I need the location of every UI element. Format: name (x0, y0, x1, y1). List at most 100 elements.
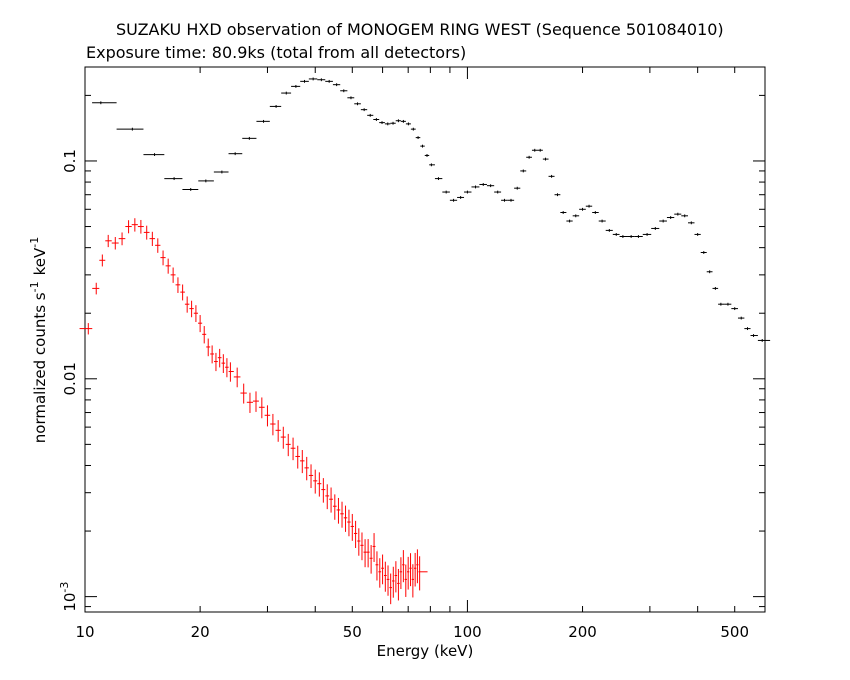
data-point (442, 190, 450, 194)
data-point (228, 152, 243, 156)
data-point (317, 472, 322, 497)
data-point (175, 277, 181, 293)
data-point (214, 352, 218, 372)
data-point (264, 405, 271, 427)
data-point (317, 78, 326, 82)
data-point (340, 501, 344, 528)
data-point (357, 528, 361, 556)
data-point (531, 148, 538, 152)
data-point (464, 190, 472, 194)
data-point (225, 358, 229, 378)
data-point (471, 185, 480, 189)
data-point (184, 296, 190, 313)
axis-ticks (84, 67, 766, 612)
data-point (434, 177, 443, 181)
plot-frame (84, 66, 766, 613)
data-point (170, 267, 176, 283)
data-point (429, 163, 435, 167)
data-point (281, 91, 292, 95)
data-point (598, 219, 606, 223)
data-point (706, 270, 713, 274)
data-point (285, 433, 291, 457)
data-point (399, 557, 403, 590)
data-point (378, 558, 382, 588)
y-tick-label-exp: -3 (58, 582, 71, 593)
x-tick-label: 100 (453, 623, 482, 641)
data-point (418, 556, 428, 591)
data-point (308, 464, 314, 489)
data-point (363, 539, 367, 568)
data-point (612, 233, 620, 236)
y-tick-label-base: 10 (61, 593, 79, 612)
data-point (554, 193, 561, 197)
data-point (592, 211, 599, 214)
data-point (180, 284, 185, 301)
data-point (125, 220, 132, 234)
data-point (332, 83, 341, 87)
data-point (270, 413, 276, 436)
data-point (688, 221, 695, 225)
data-point (379, 121, 385, 125)
data-point (750, 334, 758, 337)
data-point (367, 113, 374, 117)
x-tick-label: 10 (75, 623, 94, 641)
data-point (329, 487, 333, 513)
data-point (99, 254, 106, 267)
data-point (400, 119, 406, 123)
data-point (642, 233, 652, 236)
data-point (206, 338, 211, 357)
data-point (280, 426, 286, 449)
data-point (560, 211, 567, 214)
data-point (164, 177, 183, 181)
data-point (494, 190, 502, 194)
x-tick-label: 20 (191, 623, 210, 641)
data-point (659, 219, 667, 223)
data-point (360, 532, 364, 561)
data-point (321, 478, 326, 503)
data-point (182, 188, 199, 191)
data-point (731, 307, 738, 311)
data-point (674, 212, 682, 216)
data-point (579, 207, 586, 211)
data-point (605, 228, 613, 232)
data-point (354, 102, 361, 106)
x-axis-label: Energy (keV) (377, 642, 474, 660)
data-point (198, 315, 203, 333)
y-axis-label: normalized counts s-1keV-1 (28, 237, 49, 443)
y-tick-label: 0.1 (61, 149, 79, 173)
data-point (424, 154, 430, 157)
data-point (295, 445, 301, 469)
data-point (325, 79, 333, 83)
data-point (213, 170, 229, 174)
data-point (347, 509, 351, 537)
data-point (221, 354, 226, 373)
data-point (347, 96, 355, 100)
data-point (336, 497, 341, 524)
data-point (507, 198, 515, 202)
data-point (381, 554, 384, 585)
x-tick-label: 500 (720, 623, 749, 641)
data-point (402, 550, 405, 583)
data-point (233, 367, 241, 388)
data-point (131, 218, 138, 232)
y-tick-label: 0.01 (61, 362, 79, 395)
data-point (240, 383, 247, 404)
data-point (409, 553, 412, 587)
data-point (718, 302, 725, 306)
data-point (92, 282, 100, 295)
data-point (548, 174, 555, 178)
data-point (390, 121, 396, 125)
data-point (369, 545, 373, 574)
series-pin (79, 218, 428, 605)
data-point (155, 238, 161, 253)
x-tick-label: 200 (568, 623, 597, 641)
data-point (118, 232, 126, 246)
data-point (486, 184, 495, 188)
y-axis-label-text: normalized counts s (31, 292, 49, 443)
data-point (304, 456, 309, 481)
data-point (386, 565, 390, 596)
data-point (165, 258, 171, 274)
data-point (79, 323, 93, 335)
